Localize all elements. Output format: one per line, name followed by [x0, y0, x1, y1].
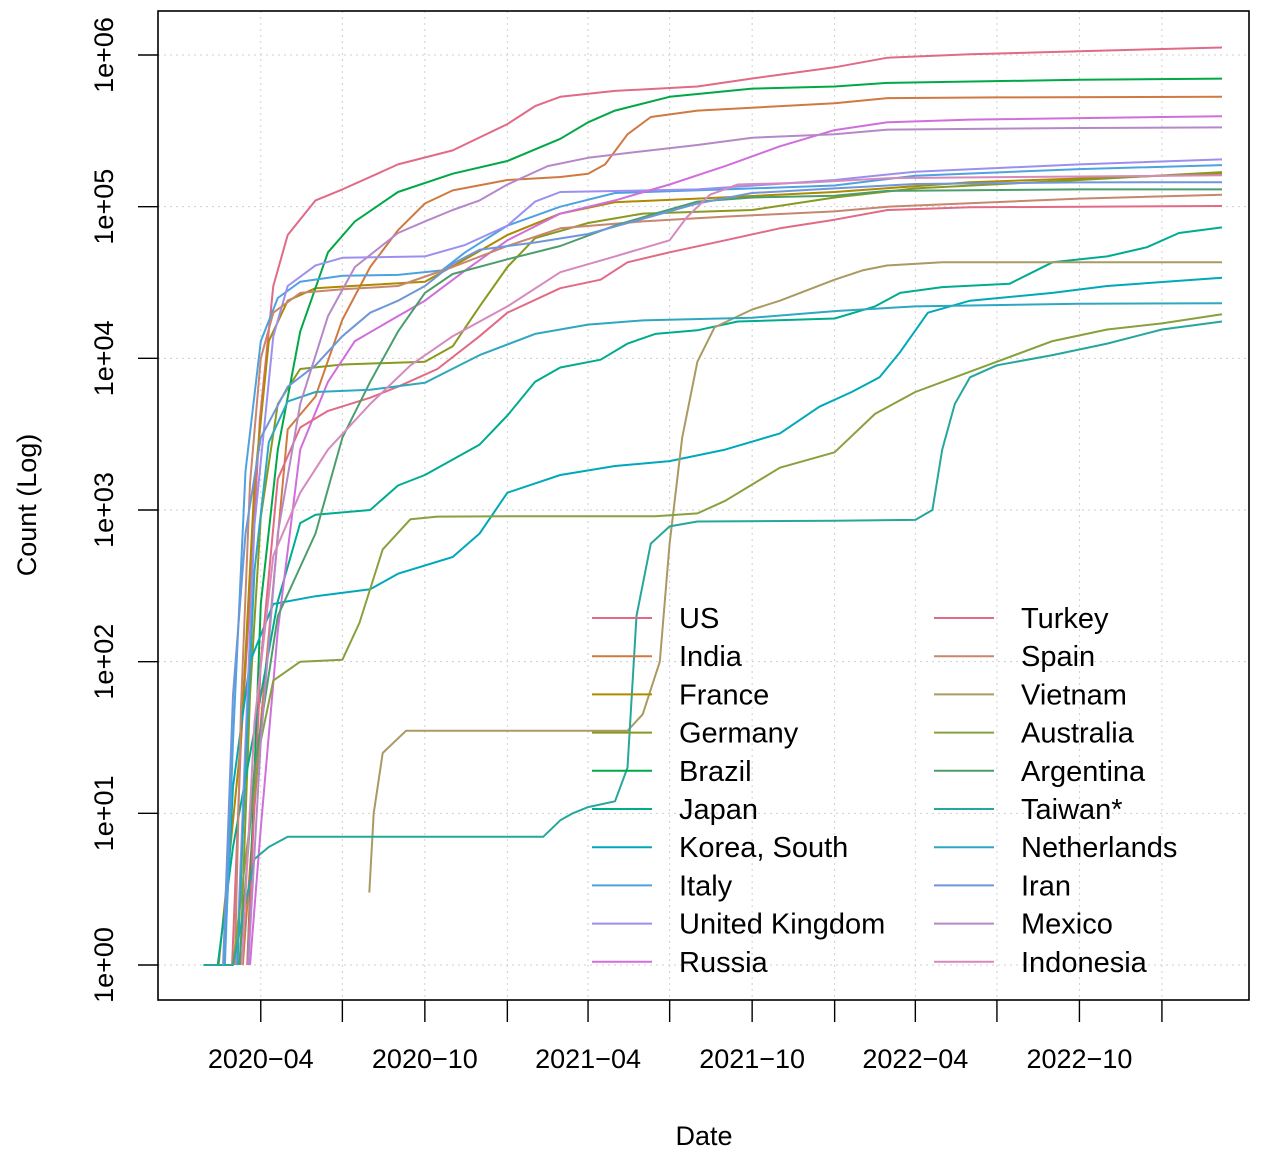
x-tick-label: 2020−04 — [208, 1044, 314, 1074]
legend-label: Germany — [679, 718, 799, 750]
legend-label: Indonesia — [1021, 947, 1148, 979]
legend-label: France — [679, 679, 769, 711]
x-tick-label: 2021−04 — [535, 1044, 641, 1074]
legend-label: Taiwan* — [1021, 794, 1123, 826]
y-tick-label: 1e+05 — [89, 169, 119, 245]
x-tick-label: 2022−04 — [862, 1044, 968, 1074]
legend-label: Turkey — [1021, 603, 1109, 635]
x-axis: 2020−04 2020−10 2021−04 2021−10 2022−04 2022−… — [208, 1000, 1162, 1074]
legend-label: Italy — [679, 870, 733, 902]
legend-label: United Kingdom — [679, 909, 885, 941]
legend-label: Brazil — [679, 756, 752, 788]
series-line-australia — [233, 314, 1222, 965]
legend-label: Netherlands — [1021, 832, 1177, 864]
y-tick-label: 1e+06 — [89, 17, 119, 93]
x-tick-label: 2020−10 — [372, 1044, 478, 1074]
y-tick-label: 1e+03 — [89, 472, 119, 548]
legend: US India France Germany Brazil Japan Korea, So… — [592, 603, 1177, 979]
legend-label: US — [679, 603, 719, 635]
legend-label: Argentina — [1021, 756, 1146, 788]
legend-label: Mexico — [1021, 909, 1113, 941]
x-axis-label: Date — [675, 1121, 732, 1151]
y-tick-label: 1e+01 — [89, 775, 119, 851]
y-tick-label: 1e+00 — [89, 927, 119, 1003]
legend-label: Vietnam — [1021, 679, 1127, 711]
legend-label: Korea, South — [679, 832, 848, 864]
y-axis: 1e+00 1e+01 1e+02 1e+03 1e+04 1e+05 1e+06 — [89, 17, 158, 1003]
x-tick-label: 2021−10 — [699, 1044, 805, 1074]
legend-label: India — [679, 641, 743, 673]
y-tick-label: 1e+02 — [89, 624, 119, 700]
legend-label: Australia — [1021, 718, 1135, 750]
legend-label: Russia — [679, 947, 769, 979]
legend-label: Spain — [1021, 641, 1095, 673]
legend-label: Iran — [1021, 870, 1071, 902]
x-tick-label: 2022−10 — [1026, 1044, 1132, 1074]
y-axis-label: Count (Log) — [12, 434, 42, 577]
series-lines — [203, 48, 1222, 966]
y-tick-label: 1e+04 — [89, 320, 119, 396]
series-line-us — [232, 48, 1222, 966]
legend-label: Japan — [679, 794, 758, 826]
